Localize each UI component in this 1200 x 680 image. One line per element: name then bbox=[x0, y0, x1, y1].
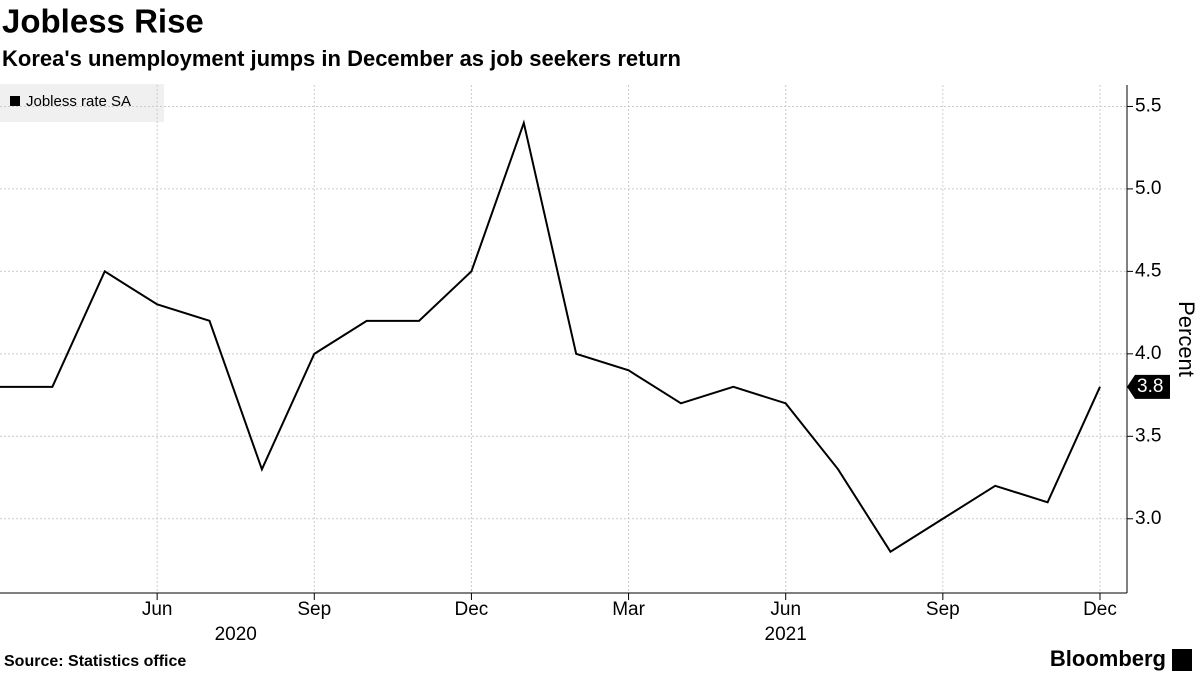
x-tick-label: Dec bbox=[1083, 599, 1117, 620]
y-tick-label: 4.5 bbox=[1135, 260, 1161, 281]
brand: Bloomberg bbox=[1050, 646, 1166, 671]
chart-subtitle: Korea's unemployment jumps in December a… bbox=[2, 46, 681, 71]
y-tick-label: 4.0 bbox=[1135, 343, 1161, 364]
year-label: 2020 bbox=[215, 624, 257, 645]
legend-swatch bbox=[10, 96, 20, 106]
legend-label: Jobless rate SA bbox=[26, 93, 131, 110]
x-tick-label: Sep bbox=[926, 599, 960, 620]
y-tick-label: 3.5 bbox=[1135, 425, 1161, 446]
y-tick-label: 5.5 bbox=[1135, 95, 1161, 116]
x-tick-label: Sep bbox=[297, 599, 331, 620]
last-value-label: 3.8 bbox=[1137, 376, 1163, 397]
brand-icon bbox=[1172, 649, 1192, 671]
x-tick-label: Jun bbox=[770, 599, 801, 620]
y-axis-label: Percent bbox=[1174, 301, 1199, 377]
legend-box bbox=[0, 84, 164, 122]
line-series bbox=[0, 119, 1101, 554]
source: Source: Statistics office bbox=[4, 653, 186, 670]
last-value-badge bbox=[1127, 374, 1170, 399]
x-tick-label: Mar bbox=[612, 599, 645, 620]
x-tick-label: Jun bbox=[142, 599, 173, 620]
x-tick-label: Dec bbox=[455, 599, 489, 620]
year-label: 2021 bbox=[765, 624, 807, 645]
y-tick-label: 3.0 bbox=[1135, 508, 1161, 529]
chart-title: Jobless Rise bbox=[2, 3, 204, 40]
y-tick-label: 5.0 bbox=[1135, 178, 1161, 199]
